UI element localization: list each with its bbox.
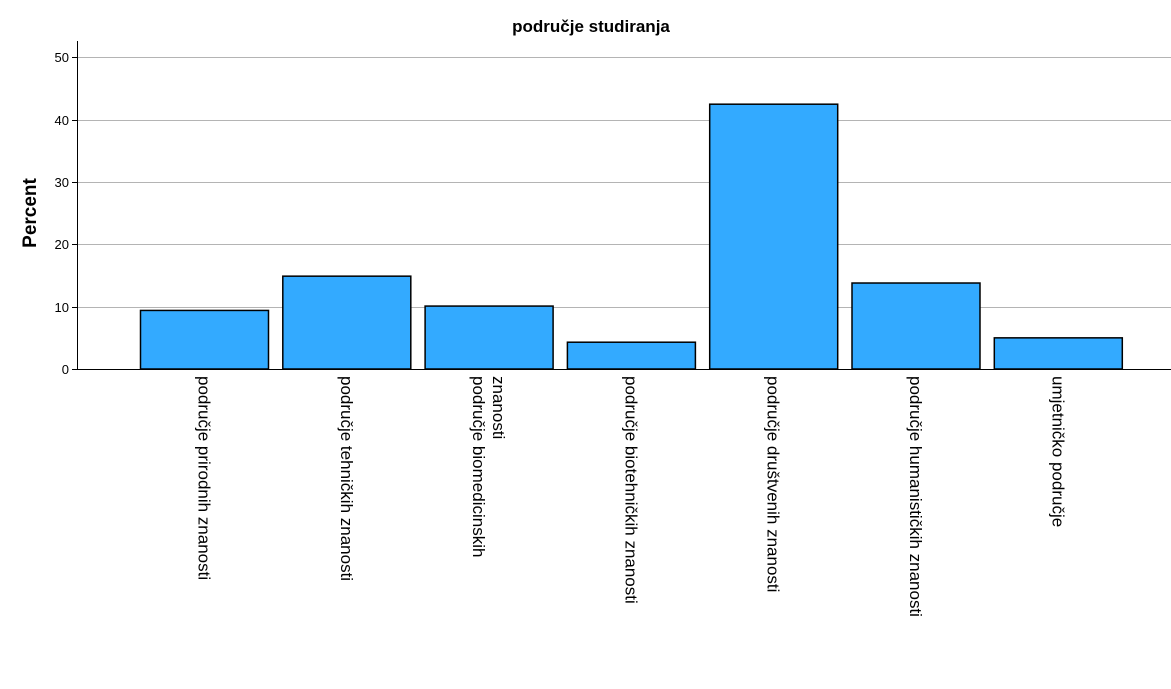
x-tick-label: područje biotehničkih znanosti: [621, 376, 640, 604]
axes: [72, 41, 1171, 370]
y-tick-label: 20: [55, 237, 69, 252]
x-tick-label-line: područje društvenih znanosti: [764, 376, 783, 592]
y-tick-label: 50: [55, 50, 69, 65]
x-tick-label-line: područje prirodnih znanosti: [195, 376, 214, 580]
bar: [282, 275, 412, 370]
bars: [139, 103, 1124, 370]
x-tick-label-line: područje tehničkih znanosti: [337, 376, 356, 581]
x-tick-label-line: područje biomedicinskih: [469, 376, 488, 557]
bar: [851, 282, 981, 370]
x-tick-label: područje biomedicinskih znanosti: [469, 376, 508, 557]
y-tick-label: 40: [55, 113, 69, 128]
y-axis-label: Percent: [20, 177, 41, 247]
y-tick-labels: 0 10 20 30 40 50: [55, 50, 69, 377]
bar: [708, 103, 839, 370]
x-tick-label: umjetničko područje: [1048, 376, 1067, 527]
y-tick-label: 10: [55, 300, 69, 315]
x-tick-labels: područje prirodnih znanosti područje tehn…: [195, 376, 1068, 617]
x-tick-label-line: znanosti: [489, 376, 508, 439]
bar: [424, 305, 554, 370]
x-tick-label: područje tehničkih znanosti: [337, 376, 356, 581]
x-tick-label: područje društvenih znanosti: [764, 376, 783, 592]
bar: [566, 341, 697, 370]
bar: [139, 309, 270, 370]
x-tick-label-line: umjetničko područje: [1048, 376, 1067, 527]
x-tick-label-line: područje humanističkih znanosti: [906, 376, 925, 617]
y-tick-label: 0: [62, 362, 69, 377]
chart-title: područje studiranja: [512, 17, 670, 36]
bar: [993, 337, 1124, 370]
x-tick-label-line: područje biotehničkih znanosti: [621, 376, 640, 604]
y-tick-label: 30: [55, 175, 69, 190]
x-tick-label: područje humanističkih znanosti: [906, 376, 925, 617]
gridlines: [77, 57, 1171, 308]
x-tick-label: područje prirodnih znanosti: [195, 376, 214, 580]
